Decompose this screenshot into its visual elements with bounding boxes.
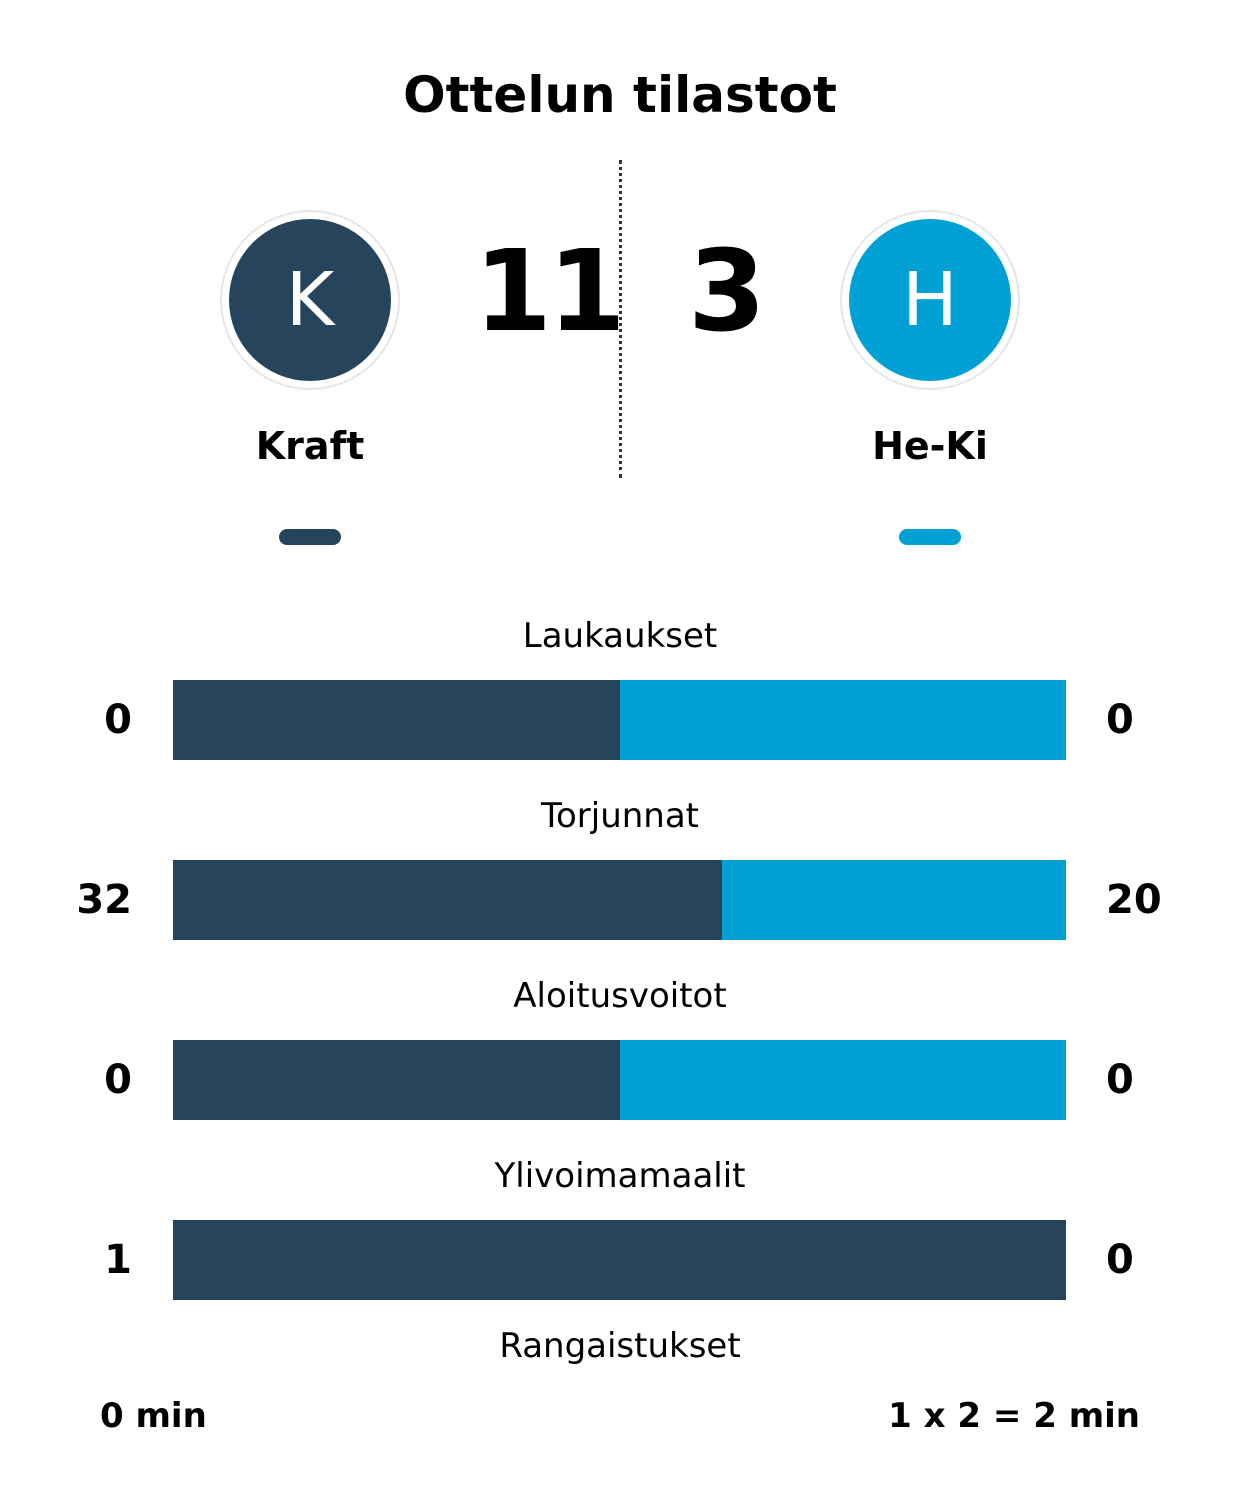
home-logo-initial: K bbox=[285, 257, 335, 343]
stat-bar bbox=[173, 1220, 1066, 1300]
home-penalties-value: 0 min bbox=[100, 1396, 207, 1436]
home-logo-disc: K bbox=[229, 219, 391, 381]
home-color-indicator bbox=[279, 529, 341, 545]
stat-bar bbox=[173, 680, 1066, 760]
penalties-label: Rangaistukset bbox=[499, 1326, 741, 1366]
stat-bar-home bbox=[173, 1040, 620, 1120]
page-title: Ottelun tilastot bbox=[403, 66, 837, 124]
stat-bar bbox=[173, 860, 1066, 940]
home-score: 11 bbox=[474, 227, 626, 357]
stat-away-value: 0 bbox=[1106, 1057, 1134, 1103]
stat-bar-home bbox=[173, 860, 723, 940]
stat-away-value: 20 bbox=[1106, 877, 1162, 923]
stat-home-value: 0 bbox=[104, 697, 132, 743]
away-logo-disc: H bbox=[849, 219, 1011, 381]
stat-bar-home bbox=[173, 680, 620, 760]
stat-home-value: 32 bbox=[76, 877, 132, 923]
stat-bar-away bbox=[722, 860, 1066, 940]
away-team-logo: H bbox=[840, 210, 1020, 390]
away-penalties-value: 1 x 2 = 2 min bbox=[888, 1396, 1140, 1436]
score-divider bbox=[619, 160, 622, 478]
stat-bar-away bbox=[619, 1040, 1066, 1120]
away-team-name: He-Ki bbox=[872, 424, 988, 468]
stat-label: Laukaukset bbox=[522, 616, 718, 656]
away-color-indicator bbox=[899, 529, 961, 545]
away-logo-initial: H bbox=[902, 257, 958, 343]
stat-label: Torjunnat bbox=[540, 796, 700, 836]
stat-bar-home bbox=[173, 1220, 1066, 1300]
stat-label: Ylivoimamaalit bbox=[494, 1156, 746, 1196]
stat-bar bbox=[173, 1040, 1066, 1120]
stat-label: Aloitusvoitot bbox=[513, 976, 727, 1016]
stat-away-value: 0 bbox=[1106, 697, 1134, 743]
stat-away-value: 0 bbox=[1106, 1237, 1134, 1283]
stat-bar-away bbox=[619, 680, 1066, 760]
home-team-logo: K bbox=[220, 210, 400, 390]
away-score: 3 bbox=[688, 227, 766, 357]
stat-home-value: 0 bbox=[104, 1057, 132, 1103]
stat-home-value: 1 bbox=[104, 1237, 132, 1283]
home-team-name: Kraft bbox=[255, 424, 365, 468]
